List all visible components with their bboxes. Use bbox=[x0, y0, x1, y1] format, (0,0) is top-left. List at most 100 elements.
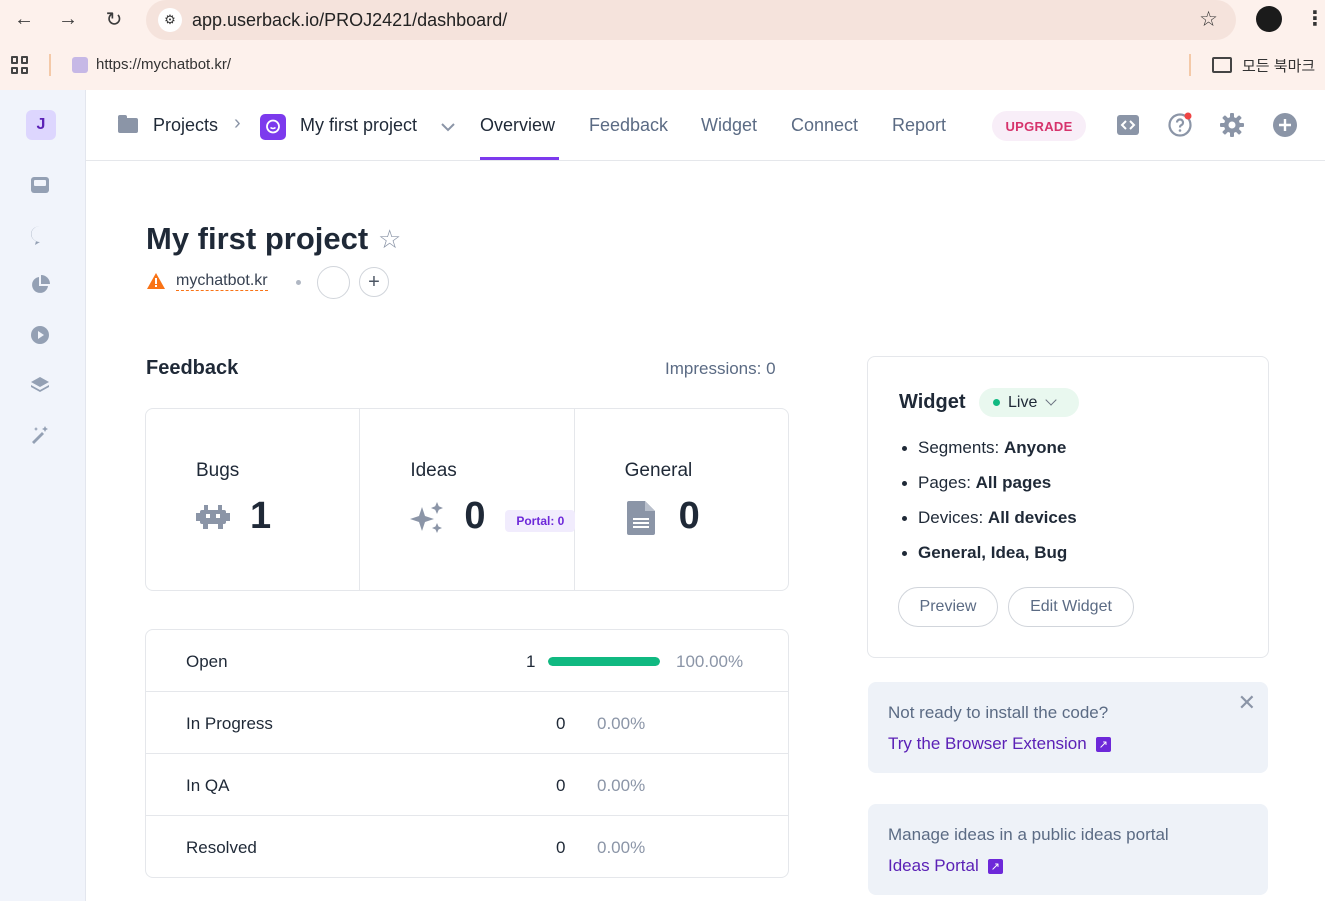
external-link-icon: ↗ bbox=[987, 858, 1003, 874]
widget-item-devices: Devices: All devices bbox=[902, 508, 1077, 528]
workspace-badge[interactable]: J bbox=[26, 110, 56, 140]
external-link-icon: ↗ bbox=[1095, 736, 1111, 752]
address-bar[interactable]: ⚙ app.userback.io/PROJ2421/dashboard/ ☆ bbox=[146, 0, 1236, 40]
card-label: General bbox=[624, 460, 693, 481]
close-icon[interactable]: ✕ bbox=[1237, 690, 1256, 715]
status-name: In Progress bbox=[186, 714, 273, 733]
card-label: Ideas bbox=[410, 460, 457, 481]
play-icon[interactable] bbox=[29, 324, 51, 346]
live-dot-icon bbox=[993, 399, 1000, 406]
back-arrow-icon[interactable]: ← bbox=[14, 7, 34, 30]
ideas-portal-link[interactable]: Ideas Portal ↗ bbox=[888, 856, 1003, 876]
tab-report[interactable]: Report bbox=[892, 115, 947, 135]
breadcrumb-projects[interactable]: Projects bbox=[153, 115, 219, 135]
feedback-section-title: Feedback bbox=[146, 357, 239, 379]
code-icon[interactable] bbox=[1115, 112, 1141, 138]
status-name: In QA bbox=[186, 776, 230, 795]
bookmark-link[interactable]: https://mychatbot.kr/ bbox=[96, 56, 232, 73]
project-chat-icon bbox=[260, 114, 286, 140]
favorite-star-icon[interactable]: ☆ bbox=[378, 224, 402, 254]
member-avatar[interactable] bbox=[317, 266, 350, 299]
gear-icon[interactable] bbox=[1219, 112, 1245, 138]
browser-toolbar: ← → ↻ ⚙ app.userback.io/PROJ2421/dashboa… bbox=[0, 0, 1325, 90]
layers-icon[interactable] bbox=[29, 374, 51, 396]
add-member-button[interactable]: + bbox=[359, 267, 389, 297]
chevron-down-icon bbox=[1045, 394, 1058, 406]
card-general[interactable]: General 0 bbox=[575, 409, 788, 590]
help-icon[interactable] bbox=[1167, 112, 1193, 138]
site-settings-icon[interactable]: ⚙ bbox=[158, 8, 182, 32]
apps-grid-icon[interactable] bbox=[11, 56, 29, 74]
promo-text: Not ready to install the code? bbox=[888, 703, 1109, 722]
tab-connect[interactable]: Connect bbox=[791, 115, 859, 135]
reload-icon[interactable]: ↻ bbox=[105, 8, 123, 31]
promo-text: Manage ideas in a public ideas portal bbox=[888, 825, 1169, 844]
tab-widget[interactable]: Widget bbox=[701, 115, 758, 135]
warning-icon bbox=[147, 273, 165, 289]
tab-feedback[interactable]: Feedback bbox=[589, 115, 669, 135]
feedback-cards: Bugs 1 Ideas 0 Portal: 0 General bbox=[145, 408, 789, 591]
widget-title: Widget bbox=[899, 391, 966, 413]
widget-item-value: General, Idea, Bug bbox=[918, 543, 1068, 562]
status-progress-bar bbox=[548, 657, 660, 666]
status-count: 0 bbox=[556, 714, 566, 733]
status-row-open[interactable]: Open 1 100.00% bbox=[146, 630, 788, 692]
preview-button[interactable]: Preview bbox=[898, 587, 998, 627]
pie-chart-icon[interactable] bbox=[29, 274, 51, 296]
all-bookmarks-link[interactable]: 모든 북마크 bbox=[1242, 58, 1316, 75]
address-url[interactable]: app.userback.io/PROJ2421/dashboard/ bbox=[192, 10, 508, 30]
status-row-resolved[interactable]: Resolved 0 0.00% bbox=[146, 816, 788, 878]
bookmark-star-icon[interactable]: ☆ bbox=[1199, 8, 1218, 31]
app-sidebar: J bbox=[0, 90, 86, 901]
breadcrumb-project[interactable]: My first project bbox=[300, 115, 418, 135]
status-name: Open bbox=[186, 652, 228, 671]
status-count: 0 bbox=[556, 776, 566, 795]
upgrade-button[interactable]: UPGRADE bbox=[992, 111, 1086, 141]
widget-item-value: Anyone bbox=[1004, 438, 1067, 457]
bookmark-separator bbox=[1189, 54, 1191, 76]
widget-item-value: All devices bbox=[987, 508, 1077, 527]
status-count: 1 bbox=[526, 652, 536, 671]
folder-icon[interactable] bbox=[1212, 57, 1232, 73]
active-tab-indicator bbox=[480, 157, 559, 160]
status-row-in-progress[interactable]: In Progress 0 0.00% bbox=[146, 692, 788, 754]
inbox-icon[interactable] bbox=[29, 174, 51, 196]
separator-dot bbox=[296, 280, 301, 285]
forward-arrow-icon[interactable]: → bbox=[58, 7, 78, 30]
browser-extension-link[interactable]: Try the Browser Extension ↗ bbox=[888, 734, 1111, 754]
widget-status-dropdown[interactable]: Live bbox=[979, 388, 1079, 417]
status-percent: 100.00% bbox=[676, 652, 744, 671]
chat-icon[interactable] bbox=[29, 224, 51, 246]
widget-item-label: Segments: bbox=[918, 438, 1004, 457]
promo-link-label: Try the Browser Extension bbox=[888, 734, 1087, 753]
status-progress-fill bbox=[548, 657, 660, 666]
widget-status: Live bbox=[1008, 393, 1038, 411]
profile-avatar[interactable] bbox=[1256, 6, 1282, 32]
portal-badge: Portal: 0 bbox=[505, 510, 576, 532]
status-row-in-qa[interactable]: In QA 0 0.00% bbox=[146, 754, 788, 816]
status-percent: 0.00% bbox=[597, 776, 646, 795]
status-percent: 0.00% bbox=[597, 838, 646, 857]
widget-item-pages: Pages: All pages bbox=[901, 473, 1051, 493]
status-count: 0 bbox=[556, 838, 566, 857]
magic-wand-icon[interactable] bbox=[29, 424, 51, 446]
bookmark-separator bbox=[49, 54, 51, 76]
document-icon bbox=[626, 501, 655, 535]
menu-kebab-icon[interactable]: ⋮ bbox=[1305, 8, 1325, 30]
general-count: 0 bbox=[678, 495, 700, 537]
tab-overview[interactable]: Overview bbox=[480, 115, 556, 135]
card-ideas[interactable]: Ideas 0 Portal: 0 bbox=[360, 409, 576, 590]
widget-item-label: Pages: bbox=[918, 473, 976, 492]
card-bugs[interactable]: Bugs 1 bbox=[146, 409, 361, 590]
site-link[interactable]: mychatbot.kr bbox=[176, 272, 268, 291]
add-circle-icon[interactable] bbox=[1272, 112, 1298, 138]
ideas-count: 0 bbox=[464, 495, 486, 537]
bookmark-favicon-icon bbox=[72, 57, 88, 73]
widget-panel: Widget Live Segments: Anyone Pages: All … bbox=[867, 356, 1269, 658]
browser-extension-promo: Not ready to install the code? Try the B… bbox=[868, 682, 1268, 773]
page-title: My first project bbox=[146, 221, 369, 256]
widget-item-types: General, Idea, Bug bbox=[901, 543, 1068, 563]
edit-widget-button[interactable]: Edit Widget bbox=[1008, 587, 1134, 627]
chevron-down-icon[interactable] bbox=[440, 117, 456, 138]
bugs-count: 1 bbox=[250, 495, 272, 537]
